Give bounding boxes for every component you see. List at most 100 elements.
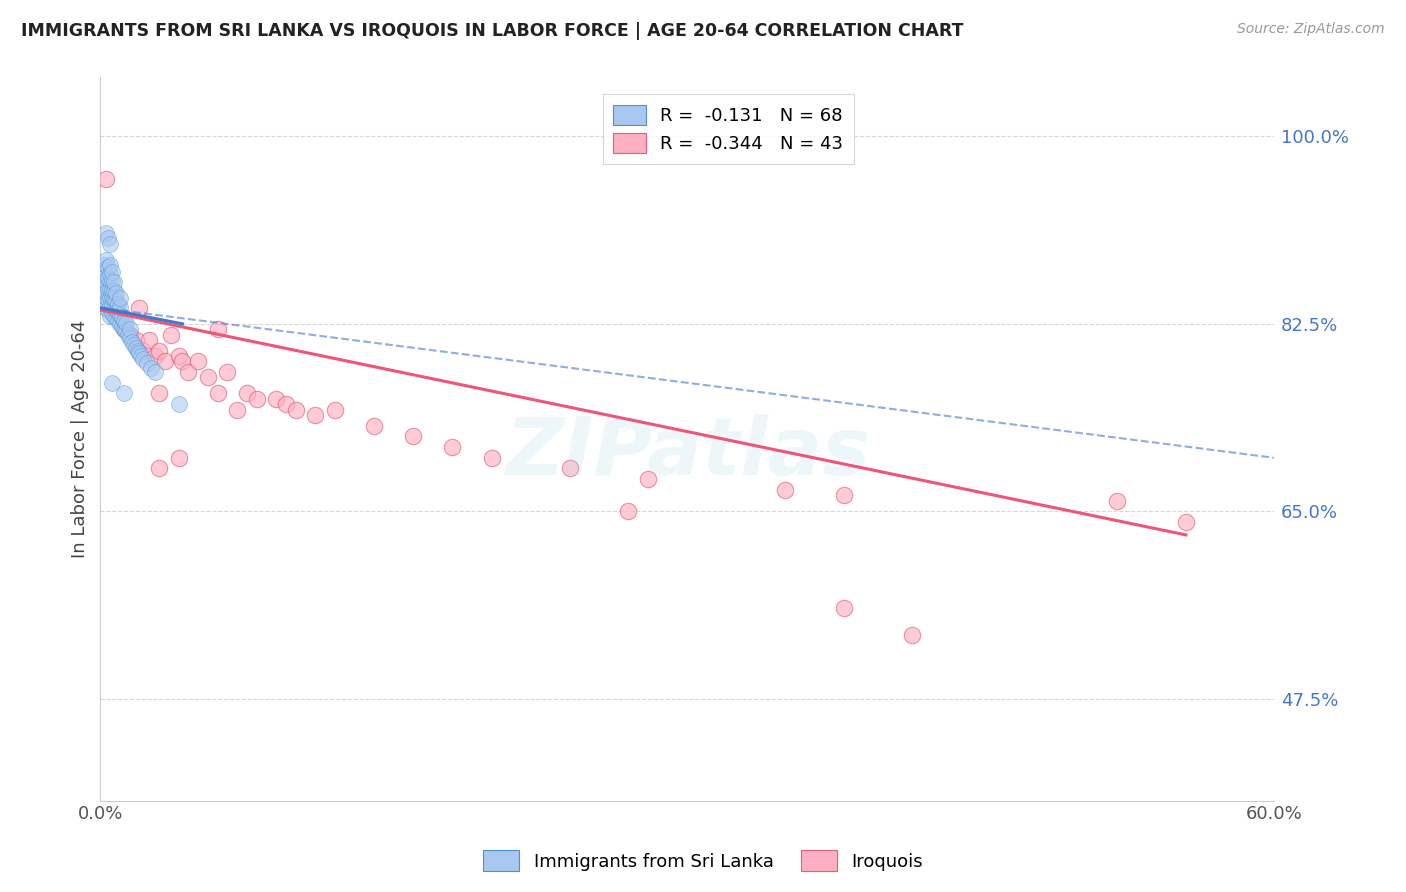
Point (97, 281, 120, 295)
Point (127, 343, 149, 358)
Point (96, 252, 118, 267)
Point (96, 226, 118, 240)
Point (101, 274, 124, 288)
Point (93, 290, 115, 304)
Point (108, 308, 131, 322)
Point (117, 327, 139, 342)
Point (96, 268, 118, 283)
Point (93, 258, 115, 272)
Point (132, 352, 155, 367)
Point (159, 327, 181, 342)
Point (901, 627, 924, 641)
Point (177, 365, 200, 379)
Point (112, 322, 135, 336)
Point (276, 397, 298, 411)
Point (118, 327, 141, 342)
Point (402, 429, 425, 443)
Point (108, 291, 131, 305)
Point (207, 322, 229, 336)
Point (101, 376, 124, 390)
Text: IMMIGRANTS FROM SRI LANKA VS IROQUOIS IN LABOR FORCE | AGE 20-64 CORRELATION CHA: IMMIGRANTS FROM SRI LANKA VS IROQUOIS IN… (21, 22, 963, 40)
Point (98, 267, 121, 281)
Point (101, 265, 124, 279)
Point (105, 285, 128, 300)
Point (98, 258, 121, 272)
Y-axis label: In Labor Force | Age 20-64: In Labor Force | Age 20-64 (72, 320, 89, 558)
Point (101, 290, 124, 304)
Point (323, 402, 346, 417)
Point (122, 338, 145, 352)
Point (172, 354, 194, 368)
Point (103, 292, 125, 306)
Point (111, 318, 134, 333)
Point (131, 349, 153, 363)
Point (105, 294, 128, 309)
Point (97, 292, 120, 306)
Point (97, 302, 120, 317)
Point (226, 402, 249, 417)
Point (101, 297, 124, 311)
Point (187, 354, 209, 368)
Point (112, 313, 135, 327)
Point (773, 483, 796, 497)
Text: ZIPatlas: ZIPatlas (505, 415, 870, 492)
Point (96, 301, 118, 315)
Point (114, 324, 136, 338)
Point (832, 600, 855, 615)
Point (98, 299, 121, 313)
Point (105, 302, 128, 317)
Point (132, 343, 155, 358)
Point (143, 365, 166, 379)
Point (98, 281, 121, 295)
Point (207, 386, 229, 401)
Point (98, 310, 121, 324)
Point (558, 461, 581, 475)
Point (124, 333, 146, 347)
Point (148, 386, 170, 401)
Point (107, 313, 129, 327)
Point (266, 392, 288, 406)
Point (91, 285, 114, 299)
Point (832, 488, 855, 502)
Point (98, 290, 121, 304)
Point (111, 310, 134, 325)
Point (236, 386, 259, 401)
Point (1174, 515, 1197, 529)
Point (143, 349, 166, 363)
Point (197, 370, 219, 384)
Point (108, 317, 131, 331)
Point (98, 236, 121, 251)
Point (617, 504, 640, 518)
Point (363, 418, 385, 433)
Point (101, 306, 124, 320)
Text: Source: ZipAtlas.com: Source: ZipAtlas.com (1237, 22, 1385, 37)
Point (121, 334, 143, 349)
Point (138, 333, 160, 347)
Point (114, 316, 136, 330)
Point (637, 472, 659, 486)
Point (96, 172, 118, 186)
Point (103, 284, 125, 298)
Point (103, 310, 125, 324)
Point (103, 275, 125, 289)
Point (118, 322, 141, 336)
Point (148, 343, 170, 358)
Point (304, 408, 326, 422)
Point (103, 301, 125, 315)
Point (167, 349, 190, 363)
Point (97, 260, 120, 274)
Point (98, 274, 121, 288)
Point (108, 300, 131, 314)
Point (128, 345, 150, 359)
Point (136, 357, 159, 371)
Point (284, 402, 307, 417)
Point (167, 450, 190, 465)
Point (441, 440, 464, 454)
Point (105, 311, 128, 326)
Point (148, 461, 170, 475)
Point (105, 306, 128, 320)
Point (124, 342, 146, 356)
Point (1107, 493, 1129, 508)
Point (93, 274, 115, 288)
Point (112, 386, 135, 401)
